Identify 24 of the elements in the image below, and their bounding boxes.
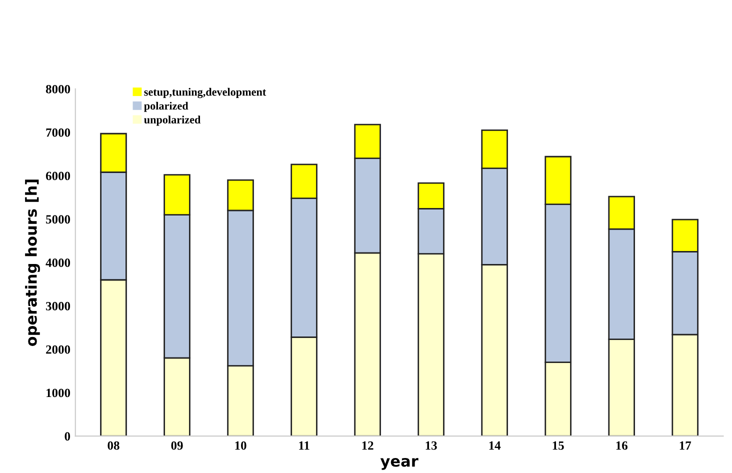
x-axis-title: year [380,458,418,470]
x-tick-label: 12 [362,441,374,450]
y-tick-label: 0 [64,432,70,441]
legend-label: unpolarized [144,116,201,126]
y-tick-label: 1000 [46,388,70,398]
x-tick-label: 17 [680,441,692,450]
x-tick-label: 14 [489,441,501,450]
y-tick-label: 8000 [46,84,70,94]
y-tick-label: 6000 [46,172,70,180]
x-tick-label: 15 [552,441,564,450]
y-tick-label: 7000 [46,128,70,137]
y-tick-label: 2000 [46,345,70,354]
x-tick-label: 16 [616,441,628,450]
legend-label: polarized [144,102,188,112]
y-axis-title: operating hours [h] [25,180,40,346]
x-tick-label: 08 [108,441,120,450]
y-tick-label: 4000 [46,258,70,267]
x-tick-label: 10 [235,441,246,450]
x-tick-label: 13 [426,441,437,450]
x-tick-label: 11 [299,441,310,450]
legend-label: setup,tuning,development [144,88,266,98]
x-tick-label: 09 [171,441,183,450]
y-tick-label: 3000 [46,302,70,310]
y-tick-label: 5000 [46,215,70,224]
